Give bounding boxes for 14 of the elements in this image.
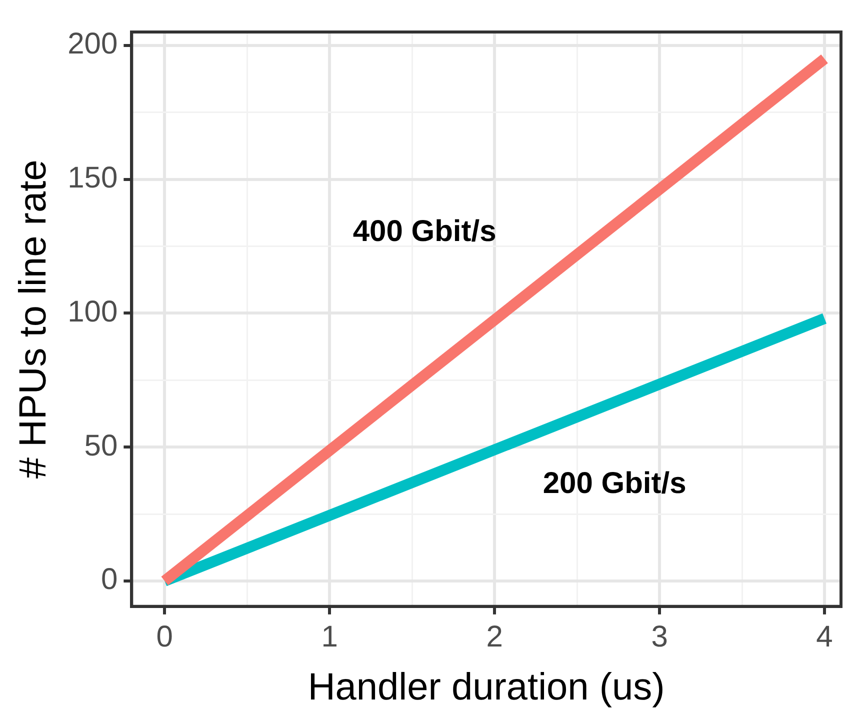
series-label: 200 Gbit/s (542, 467, 686, 500)
y-tick-label: 150 (68, 162, 118, 195)
x-axis-title: Handler duration (us) (308, 666, 665, 709)
x-tick-label: 1 (321, 620, 338, 654)
series-label: 400 Gbit/s (352, 215, 496, 248)
x-tick-label: 2 (486, 620, 503, 654)
y-tick-label: 0 (100, 563, 118, 596)
x-tick-label: 3 (651, 620, 668, 654)
y-tick-label: 200 (68, 28, 118, 61)
y-tick-label: 50 (84, 429, 118, 462)
x-tick-label: 4 (816, 620, 833, 654)
y-axis-title: # HPUs to line rate (12, 160, 54, 479)
x-tick-label: 0 (156, 620, 173, 654)
y-tick-label: 100 (68, 295, 118, 328)
